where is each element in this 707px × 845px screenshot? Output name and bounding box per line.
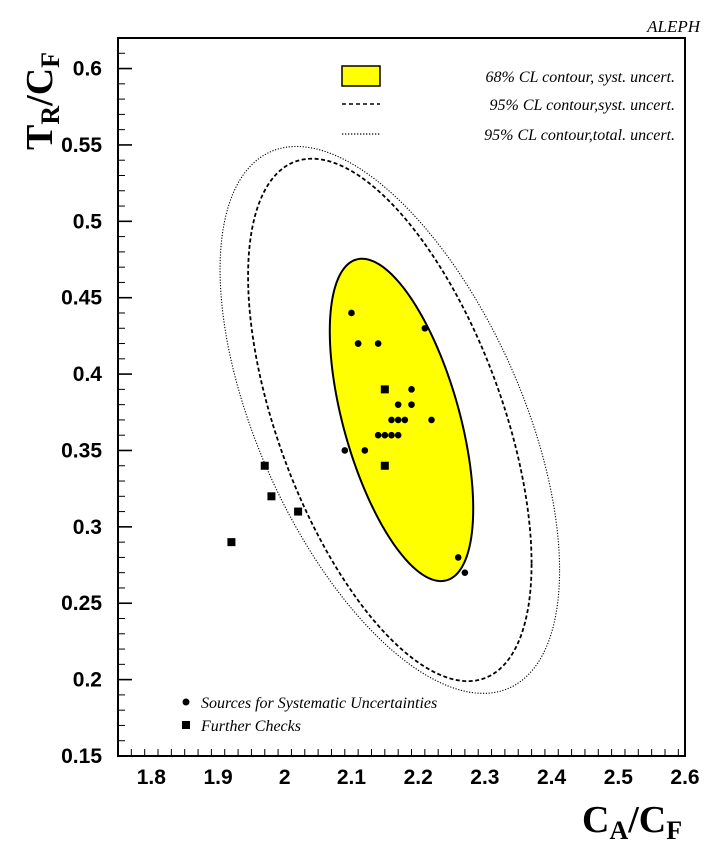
- systematic-source-point: [454, 554, 462, 561]
- y-tick-label: 0.15: [61, 745, 102, 768]
- x-tick-label: 1.8: [137, 766, 167, 789]
- systematic-source-point: [374, 431, 382, 439]
- legend-entry-95-syst: 95% CL contour,syst. uncert.: [490, 97, 675, 114]
- x-tick-label: 2: [279, 766, 291, 789]
- y-tick-label: 0.35: [61, 439, 102, 462]
- x-tick-label: 2.1: [337, 766, 367, 789]
- y-tick-label: 0.3: [73, 516, 102, 539]
- marker-legend: Sources for Systematic Uncertainties Fur…: [182, 695, 437, 735]
- further-check-point: [380, 461, 389, 470]
- systematic-source-point: [408, 386, 415, 393]
- systematic-source-point: [388, 416, 395, 424]
- x-axis-title: CA/CF: [582, 799, 682, 845]
- x-tick-label: 2.4: [537, 766, 567, 789]
- legend-entry-68: 68% CL contour, syst. uncert.: [486, 69, 675, 86]
- systematic-source-point: [401, 416, 409, 424]
- y-tick-label: 0.55: [61, 134, 102, 157]
- x-tick-label: 2.2: [404, 766, 433, 789]
- x-tick-label: 1.9: [203, 766, 232, 789]
- systematic-source-point: [374, 340, 382, 347]
- marker-legend-checks: Further Checks: [200, 718, 301, 735]
- systematic-source-point: [394, 401, 402, 408]
- y-axis-tick-labels: 0.15 0.2 0.25 0.3 0.35 0.4 0.45 0.5 0.55 0.6: [61, 58, 102, 768]
- systematic-source-point: [408, 401, 415, 408]
- further-check-point: [294, 507, 303, 516]
- x-tick-label: 2.5: [604, 766, 634, 789]
- further-check-point: [260, 461, 269, 470]
- marker-legend-sources: Sources for Systematic Uncertainties: [201, 695, 437, 712]
- systematic-source-point: [361, 447, 369, 454]
- x-tick-label: 2.3: [470, 766, 499, 789]
- plot-frame: [117, 37, 686, 757]
- systematic-source-point: [348, 309, 355, 317]
- legend: 68% CL contour, syst. uncert. 95% CL con…: [341, 65, 675, 144]
- systematic-source-point: [428, 416, 435, 424]
- y-tick-label: 0.6: [73, 58, 102, 81]
- contours-layer: [219, 145, 561, 694]
- points-layer: [227, 309, 469, 576]
- legend-swatch-68-filled: [341, 65, 381, 87]
- systematic-source-point: [421, 324, 429, 332]
- x-tick-label: 2.6: [670, 766, 699, 789]
- systematic-source-point: [461, 569, 469, 576]
- x-axis-ticks: [117, 749, 679, 756]
- y-axis-title: TR/CF: [19, 52, 65, 150]
- y-tick-label: 0.5: [73, 210, 103, 233]
- further-check-point: [267, 492, 276, 501]
- svg-text:TR/CF: TR/CF: [19, 52, 65, 150]
- y-tick-label: 0.45: [61, 287, 102, 310]
- y-axis-ticks: [118, 37, 132, 757]
- experiment-label: ALEPH: [646, 17, 702, 36]
- svg-text:CA/CF: CA/CF: [582, 799, 682, 845]
- systematic-source-point: [394, 416, 402, 424]
- systematic-source-point: [354, 340, 362, 347]
- y-tick-label: 0.25: [61, 592, 102, 615]
- further-check-point: [227, 538, 236, 547]
- systematic-source-point: [388, 431, 395, 439]
- systematic-source-point: [341, 447, 349, 454]
- systematic-source-point: [381, 431, 389, 439]
- contour-68-syst: [328, 257, 475, 583]
- y-tick-label: 0.2: [73, 669, 102, 692]
- contour-95-total: [219, 145, 561, 694]
- marker-legend-square: [182, 721, 190, 729]
- legend-entry-95-total: 95% CL contour,total. uncert.: [484, 127, 675, 144]
- marker-legend-circle: [182, 698, 190, 706]
- y-tick-label: 0.4: [73, 363, 103, 386]
- x-axis-tick-labels: 1.8 1.9 2 2.1 2.2 2.3 2.4 2.5 2.6: [137, 766, 700, 789]
- further-check-point: [380, 385, 389, 394]
- systematic-source-point: [394, 431, 402, 439]
